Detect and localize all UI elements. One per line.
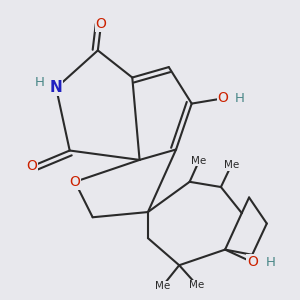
Text: H: H (34, 76, 44, 89)
Text: H: H (266, 256, 276, 268)
Text: O: O (95, 17, 106, 31)
Text: O: O (70, 175, 80, 189)
Text: N: N (50, 80, 62, 95)
Text: Me: Me (189, 280, 205, 290)
Text: O: O (247, 255, 258, 269)
Text: O: O (218, 92, 228, 105)
Text: Me: Me (224, 160, 239, 170)
Text: H: H (235, 92, 244, 105)
Text: Me: Me (191, 156, 207, 166)
Text: Me: Me (155, 281, 170, 291)
Text: O: O (27, 159, 38, 173)
